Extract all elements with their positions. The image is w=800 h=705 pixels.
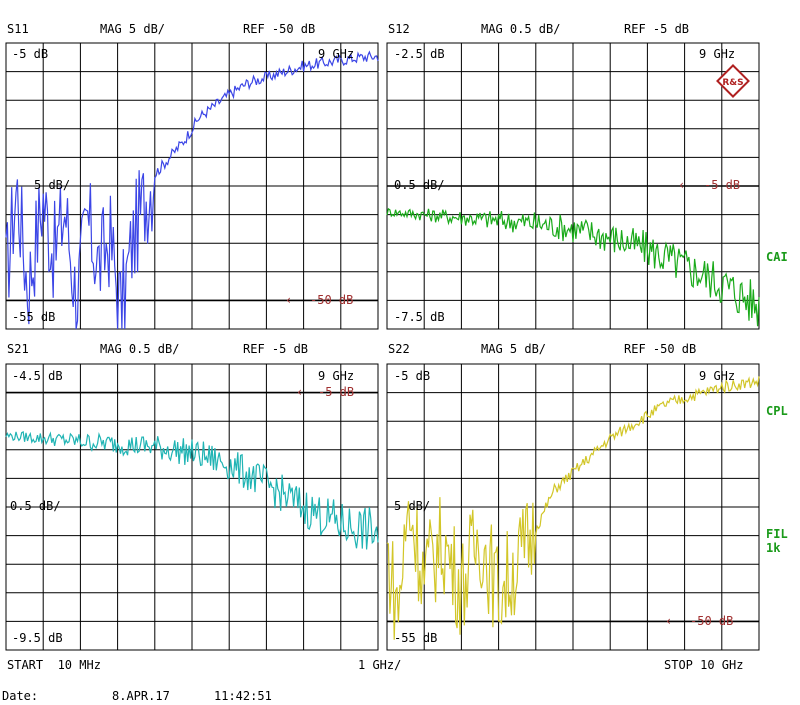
s11-name: S11 [7, 22, 29, 36]
s21-ref-label: -5 dB [318, 385, 354, 399]
s21-trace [5, 430, 379, 550]
s22-ref-marker: ‹ [665, 614, 672, 628]
s11-mag: MAG 5 dB/ [100, 22, 165, 36]
s11-ref-marker: ‹ [285, 293, 292, 307]
date-value: 8.APR.17 [112, 689, 170, 703]
panel-s11: S11 MAG 5 dB/ REF -50 dB -5 dB 9 GHz 5 d… [5, 22, 379, 330]
s12-trace [386, 207, 760, 327]
s12-top-left: -2.5 dB [394, 47, 445, 61]
s21-ref: REF -5 dB [243, 342, 308, 356]
panel-s12: S12 MAG 0.5 dB/ REF -5 dB -2.5 dB 9 GHz … [386, 22, 760, 330]
panel-s22: S22 MAG 5 dB/ REF -50 dB -5 dB 9 GHz 5 d… [386, 342, 760, 651]
s22-ref-label: -50 dB [690, 614, 733, 628]
s21-grid [5, 363, 379, 651]
time-value: 11:42:51 [214, 689, 272, 703]
s22-grid [386, 363, 760, 651]
s12-bottom-left: -7.5 dB [394, 310, 445, 324]
s22-trace [386, 376, 760, 640]
s21-bottom-left: -9.5 dB [12, 631, 63, 645]
side-label-cai: CAI [766, 250, 788, 264]
s12-ref: REF -5 dB [624, 22, 689, 36]
s12-div-label: 0.5 dB/ [394, 178, 445, 192]
s21-div-label: 0.5 dB/ [10, 499, 61, 513]
svg-text:R&S: R&S [722, 78, 743, 88]
s21-ref-marker: ‹ [296, 385, 303, 399]
s22-bottom-left: -55 dB [394, 631, 437, 645]
side-label-cpl: CPL [766, 404, 788, 418]
panel-s21: S21 MAG 0.5 dB/ REF -5 dB -4.5 dB 9 GHz … [5, 342, 379, 651]
s11-bottom-left: -55 dB [12, 310, 55, 324]
s12-name: S12 [388, 22, 410, 36]
s11-top-right: 9 GHz [318, 47, 354, 61]
s11-div-label: 5 dB/ [34, 178, 70, 192]
footer-stop: STOP 10 GHz [664, 658, 743, 672]
s12-ref-label: -5 dB [704, 178, 740, 192]
s21-top-left: -4.5 dB [12, 369, 63, 383]
s11-trace [5, 50, 379, 330]
s22-mag: MAG 5 dB/ [481, 342, 546, 356]
s22-div-label: 5 dB/ [394, 499, 430, 513]
s21-mag: MAG 0.5 dB/ [100, 342, 179, 356]
side-label-fil: FIL [766, 527, 788, 541]
s22-name: S22 [388, 342, 410, 356]
s12-top-right: 9 GHz [699, 47, 735, 61]
s22-top-left: -5 dB [394, 369, 430, 383]
s11-ref-label: -50 dB [310, 293, 353, 307]
footer-div: 1 GHz/ [358, 658, 401, 672]
s21-top-right: 9 GHz [318, 369, 354, 383]
s11-top-left: -5 dB [12, 47, 48, 61]
s22-ref: REF -50 dB [624, 342, 696, 356]
s11-ref: REF -50 dB [243, 22, 315, 36]
s12-ref-marker: ‹ [678, 178, 685, 192]
date-label: Date: [2, 689, 38, 703]
footer-start: START 10 MHz [7, 658, 101, 672]
s22-top-right: 9 GHz [699, 369, 735, 383]
s21-name: S21 [7, 342, 29, 356]
side-label-fil-sub: 1k [766, 541, 781, 555]
rs-logo: R&S [716, 64, 750, 98]
s12-mag: MAG 0.5 dB/ [481, 22, 560, 36]
s12-grid [386, 42, 760, 330]
